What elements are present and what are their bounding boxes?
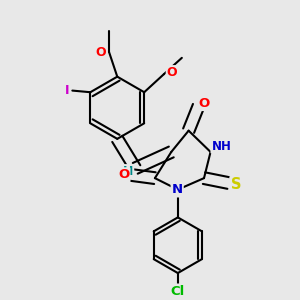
Text: O: O <box>96 46 106 59</box>
Text: Cl: Cl <box>171 285 185 298</box>
Text: I: I <box>65 84 70 97</box>
Text: O: O <box>118 168 129 182</box>
Text: H: H <box>123 165 133 178</box>
Text: NH: NH <box>212 140 231 153</box>
Text: O: O <box>167 66 177 79</box>
Text: O: O <box>199 97 210 110</box>
Text: N: N <box>172 183 183 196</box>
Text: S: S <box>230 177 241 192</box>
